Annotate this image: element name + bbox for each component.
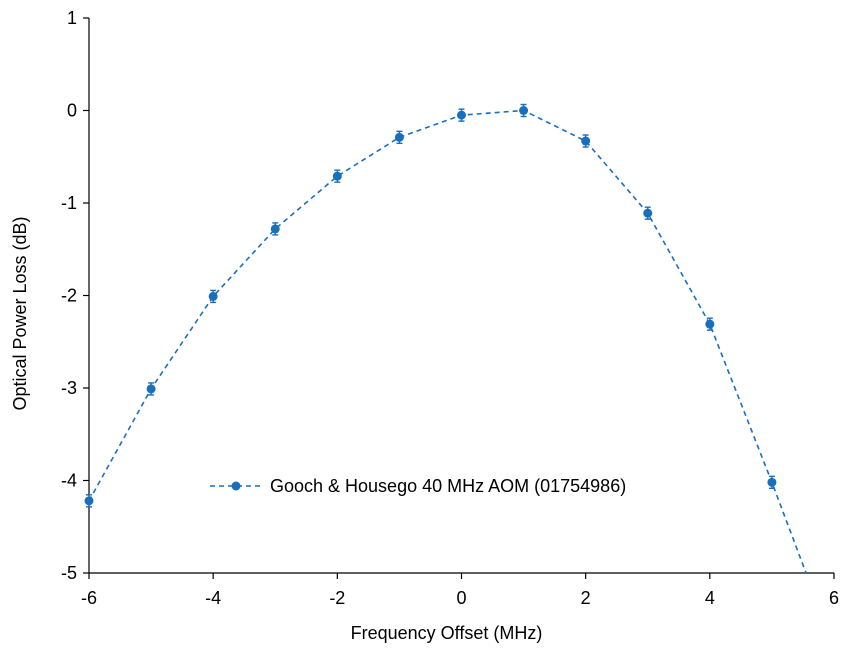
y-tick-label: -4 bbox=[61, 471, 77, 491]
data-point bbox=[457, 110, 466, 120]
y-tick-label: -2 bbox=[61, 286, 77, 306]
data-point bbox=[394, 132, 404, 142]
data-point bbox=[84, 496, 94, 506]
x-axis-title: Frequency Offset (MHz) bbox=[351, 623, 543, 643]
x-tick-label: 2 bbox=[581, 588, 591, 608]
x-tick-label: -4 bbox=[205, 588, 221, 608]
y-tick-label: -1 bbox=[61, 193, 77, 213]
x-tick-label: 6 bbox=[829, 588, 839, 608]
legend-marker bbox=[231, 481, 241, 491]
y-tick-label: -5 bbox=[61, 563, 77, 583]
data-point bbox=[705, 319, 715, 329]
data-point bbox=[581, 136, 591, 146]
y-tick-label: -3 bbox=[61, 378, 77, 398]
data-point bbox=[767, 477, 777, 487]
series-layer bbox=[84, 103, 807, 574]
data-point bbox=[208, 291, 218, 301]
data-point bbox=[270, 224, 280, 234]
x-tick-label: 4 bbox=[705, 588, 715, 608]
x-tick-label: -2 bbox=[329, 588, 345, 608]
legend-label: Gooch & Housego 40 MHz AOM (01754986) bbox=[270, 476, 626, 496]
x-tick-label: 0 bbox=[456, 588, 466, 608]
y-tick-label: 1 bbox=[67, 8, 77, 28]
y-ticks: 1 0 -1 -2 -3 -4 -5 bbox=[61, 8, 89, 583]
data-point bbox=[519, 106, 529, 115]
data-point bbox=[146, 384, 156, 394]
data-point bbox=[643, 208, 653, 218]
y-tick-label: 0 bbox=[67, 101, 77, 121]
series-line bbox=[88, 109, 807, 574]
x-ticks: -6 -4 -2 0 2 4 6 bbox=[81, 573, 839, 608]
legend: Gooch & Housego 40 MHz AOM (01754986) bbox=[210, 476, 626, 496]
data-point bbox=[332, 171, 342, 181]
x-tick-label: -6 bbox=[81, 588, 97, 608]
y-axis-title: Optical Power Loss (dB) bbox=[10, 216, 30, 410]
